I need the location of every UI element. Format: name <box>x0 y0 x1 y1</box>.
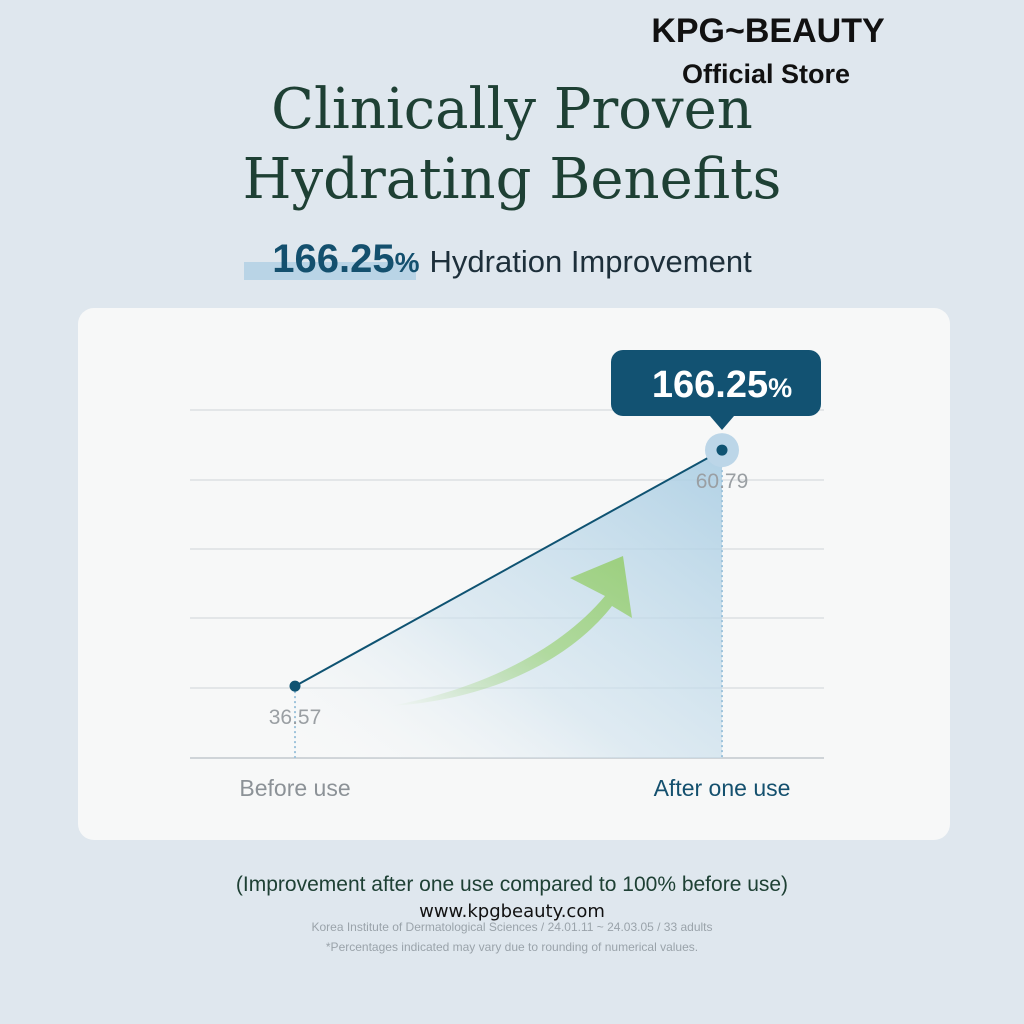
callout-text: 166.25% <box>652 364 792 406</box>
highlight <box>244 262 416 280</box>
x-tick-label: After one use <box>654 775 791 801</box>
source: Korea Institute of Dermatological Scienc… <box>311 920 712 934</box>
line <box>294 449 723 688</box>
subtitle: 166.25% Hydration Improvement <box>272 237 752 281</box>
subtitle-text: Hydration Improvement <box>430 244 753 279</box>
growth-arrow <box>390 556 632 706</box>
area <box>295 450 722 758</box>
callout-unit: % <box>768 373 792 403</box>
point <box>716 444 728 456</box>
callout <box>611 350 821 430</box>
callout-value: 166.25 <box>652 364 768 406</box>
title-line: Hydrating Benefits <box>243 147 782 212</box>
store: Official Store <box>682 59 850 89</box>
subtitle-value: 166.25 <box>272 237 394 281</box>
title-line: Clinically Proven <box>271 77 753 142</box>
website: www.kpgbeauty.com <box>419 901 605 922</box>
disclaimer: *Percentages indicated may vary due to r… <box>326 940 698 954</box>
x-tick-label: Before use <box>239 775 350 801</box>
value-label: 60.79 <box>696 470 749 493</box>
subtitle-unit: % <box>395 247 420 278</box>
point <box>289 680 301 692</box>
brand: KPG~BEAUTY <box>651 12 885 50</box>
note: (Improvement after one use compared to 1… <box>236 873 788 896</box>
value-label: 36.57 <box>269 706 322 729</box>
